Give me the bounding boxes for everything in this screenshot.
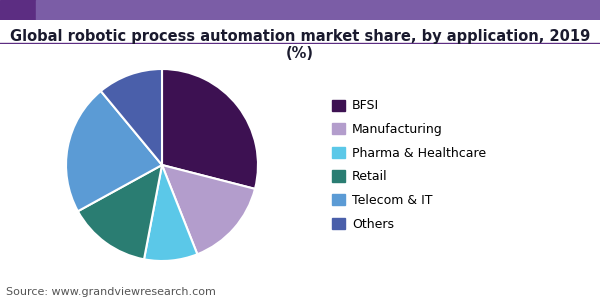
Polygon shape xyxy=(36,0,600,20)
Wedge shape xyxy=(78,165,162,259)
Polygon shape xyxy=(0,0,36,20)
Wedge shape xyxy=(162,69,258,189)
Text: Source: www.grandviewresearch.com: Source: www.grandviewresearch.com xyxy=(6,287,216,297)
Wedge shape xyxy=(162,165,255,254)
Wedge shape xyxy=(144,165,197,261)
Legend: BFSI, Manufacturing, Pharma & Healthcare, Retail, Telecom & IT, Others: BFSI, Manufacturing, Pharma & Healthcare… xyxy=(332,99,486,231)
Wedge shape xyxy=(66,91,162,211)
Text: Global robotic process automation market share, by application, 2019 (%): Global robotic process automation market… xyxy=(10,28,590,61)
Wedge shape xyxy=(101,69,162,165)
